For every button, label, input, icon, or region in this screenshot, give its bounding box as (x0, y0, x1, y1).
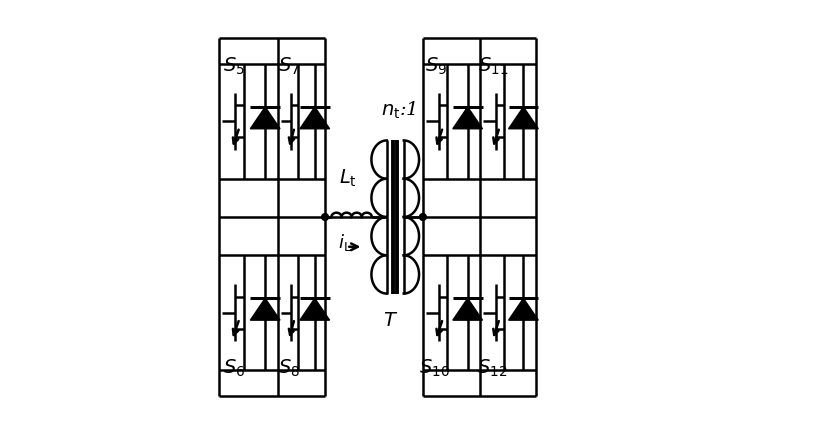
Text: $S_{{10}}$: $S_{{10}}$ (419, 357, 450, 378)
Text: $T$: $T$ (384, 312, 398, 330)
Text: $S_{6}$: $S_{6}$ (223, 357, 245, 378)
Text: $L_\mathrm{t}$: $L_\mathrm{t}$ (339, 168, 357, 189)
Polygon shape (453, 298, 482, 320)
Polygon shape (508, 107, 539, 129)
Text: $S_{7}$: $S_{7}$ (278, 56, 299, 77)
Text: $n_\mathrm{t}$:1: $n_\mathrm{t}$:1 (381, 100, 416, 122)
Polygon shape (453, 107, 482, 129)
Polygon shape (251, 107, 280, 129)
Text: $i_\mathrm{L}$: $i_\mathrm{L}$ (338, 232, 352, 253)
Circle shape (419, 214, 426, 220)
Polygon shape (251, 298, 280, 320)
Polygon shape (300, 107, 330, 129)
Text: $S_{9}$: $S_{9}$ (424, 56, 446, 77)
Polygon shape (300, 298, 330, 320)
Text: $S_{8}$: $S_{8}$ (278, 357, 300, 378)
Polygon shape (508, 298, 539, 320)
Text: $S_{5}$: $S_{5}$ (223, 56, 245, 77)
Text: $S_{{12}}$: $S_{{12}}$ (477, 357, 507, 378)
Text: $S_{{11}}$: $S_{{11}}$ (478, 56, 508, 77)
Circle shape (322, 214, 329, 220)
